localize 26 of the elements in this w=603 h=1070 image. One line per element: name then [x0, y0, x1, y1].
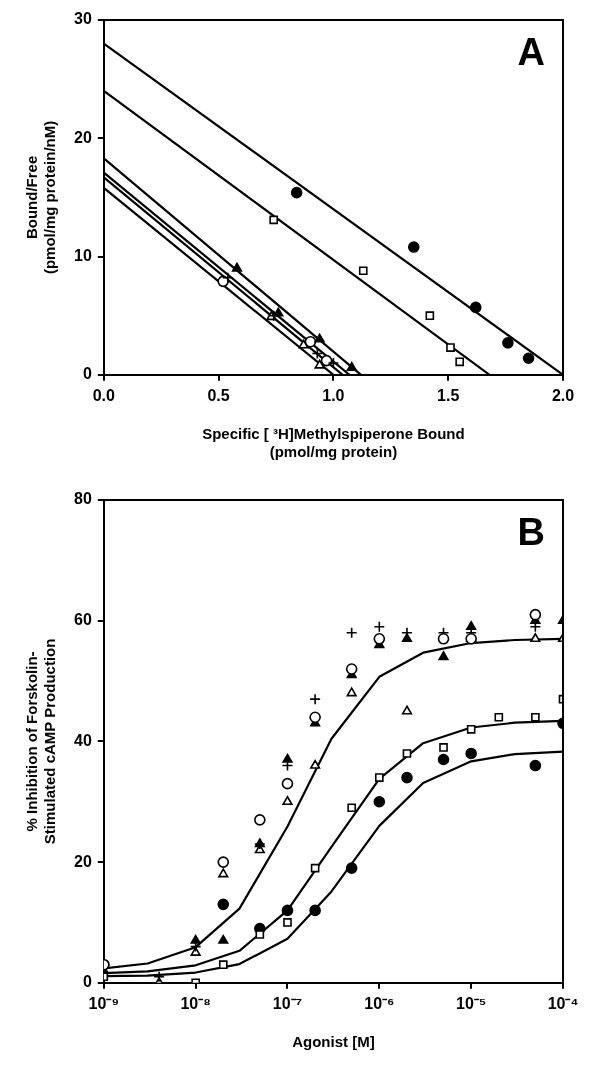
x-tick-label: 10⁻⁷ — [272, 994, 303, 1012]
x-axis-title: Agonist [M] — [292, 1033, 375, 1051]
x-tick-label: 10⁻⁶ — [364, 994, 395, 1012]
x-tick-label: 10⁻⁵ — [456, 994, 487, 1012]
y-tick-label: 60 — [74, 611, 92, 629]
chart-title: A — [517, 31, 545, 74]
x-tick-label: 10⁻⁹ — [88, 994, 119, 1012]
x-tick-label: 10⁻⁴ — [547, 994, 579, 1012]
y-tick-label: 20 — [74, 128, 92, 146]
chart-title: B — [517, 511, 545, 554]
y-axis-title: % Inhibition of Forskolin- Stimulated cAMP Production — [23, 638, 59, 845]
y-axis-title: Bound/Free (pmol/mg protein/nM) — [23, 120, 59, 275]
y-tick-label: 40 — [74, 731, 92, 749]
y-tick-label: 20 — [74, 852, 92, 870]
x-tick-label: 1.0 — [322, 386, 345, 404]
y-tick-label: 10 — [74, 246, 92, 264]
y-tick-label: 0 — [82, 365, 92, 383]
x-tick-label: 2.0 — [551, 386, 575, 404]
x-tick-label: 0.0 — [92, 386, 116, 404]
y-tick-label: 0 — [82, 973, 92, 991]
x-tick-label: 10⁻⁸ — [180, 994, 211, 1012]
y-tick-label: 80 — [74, 490, 92, 508]
y-tick-label: 30 — [74, 10, 92, 28]
x-axis-title: Specific [ ³H]Methylspiperone Bound (pmol/mg protein) — [202, 425, 465, 461]
x-tick-label: 0.5 — [207, 386, 230, 404]
x-tick-label: 1.5 — [437, 386, 460, 404]
